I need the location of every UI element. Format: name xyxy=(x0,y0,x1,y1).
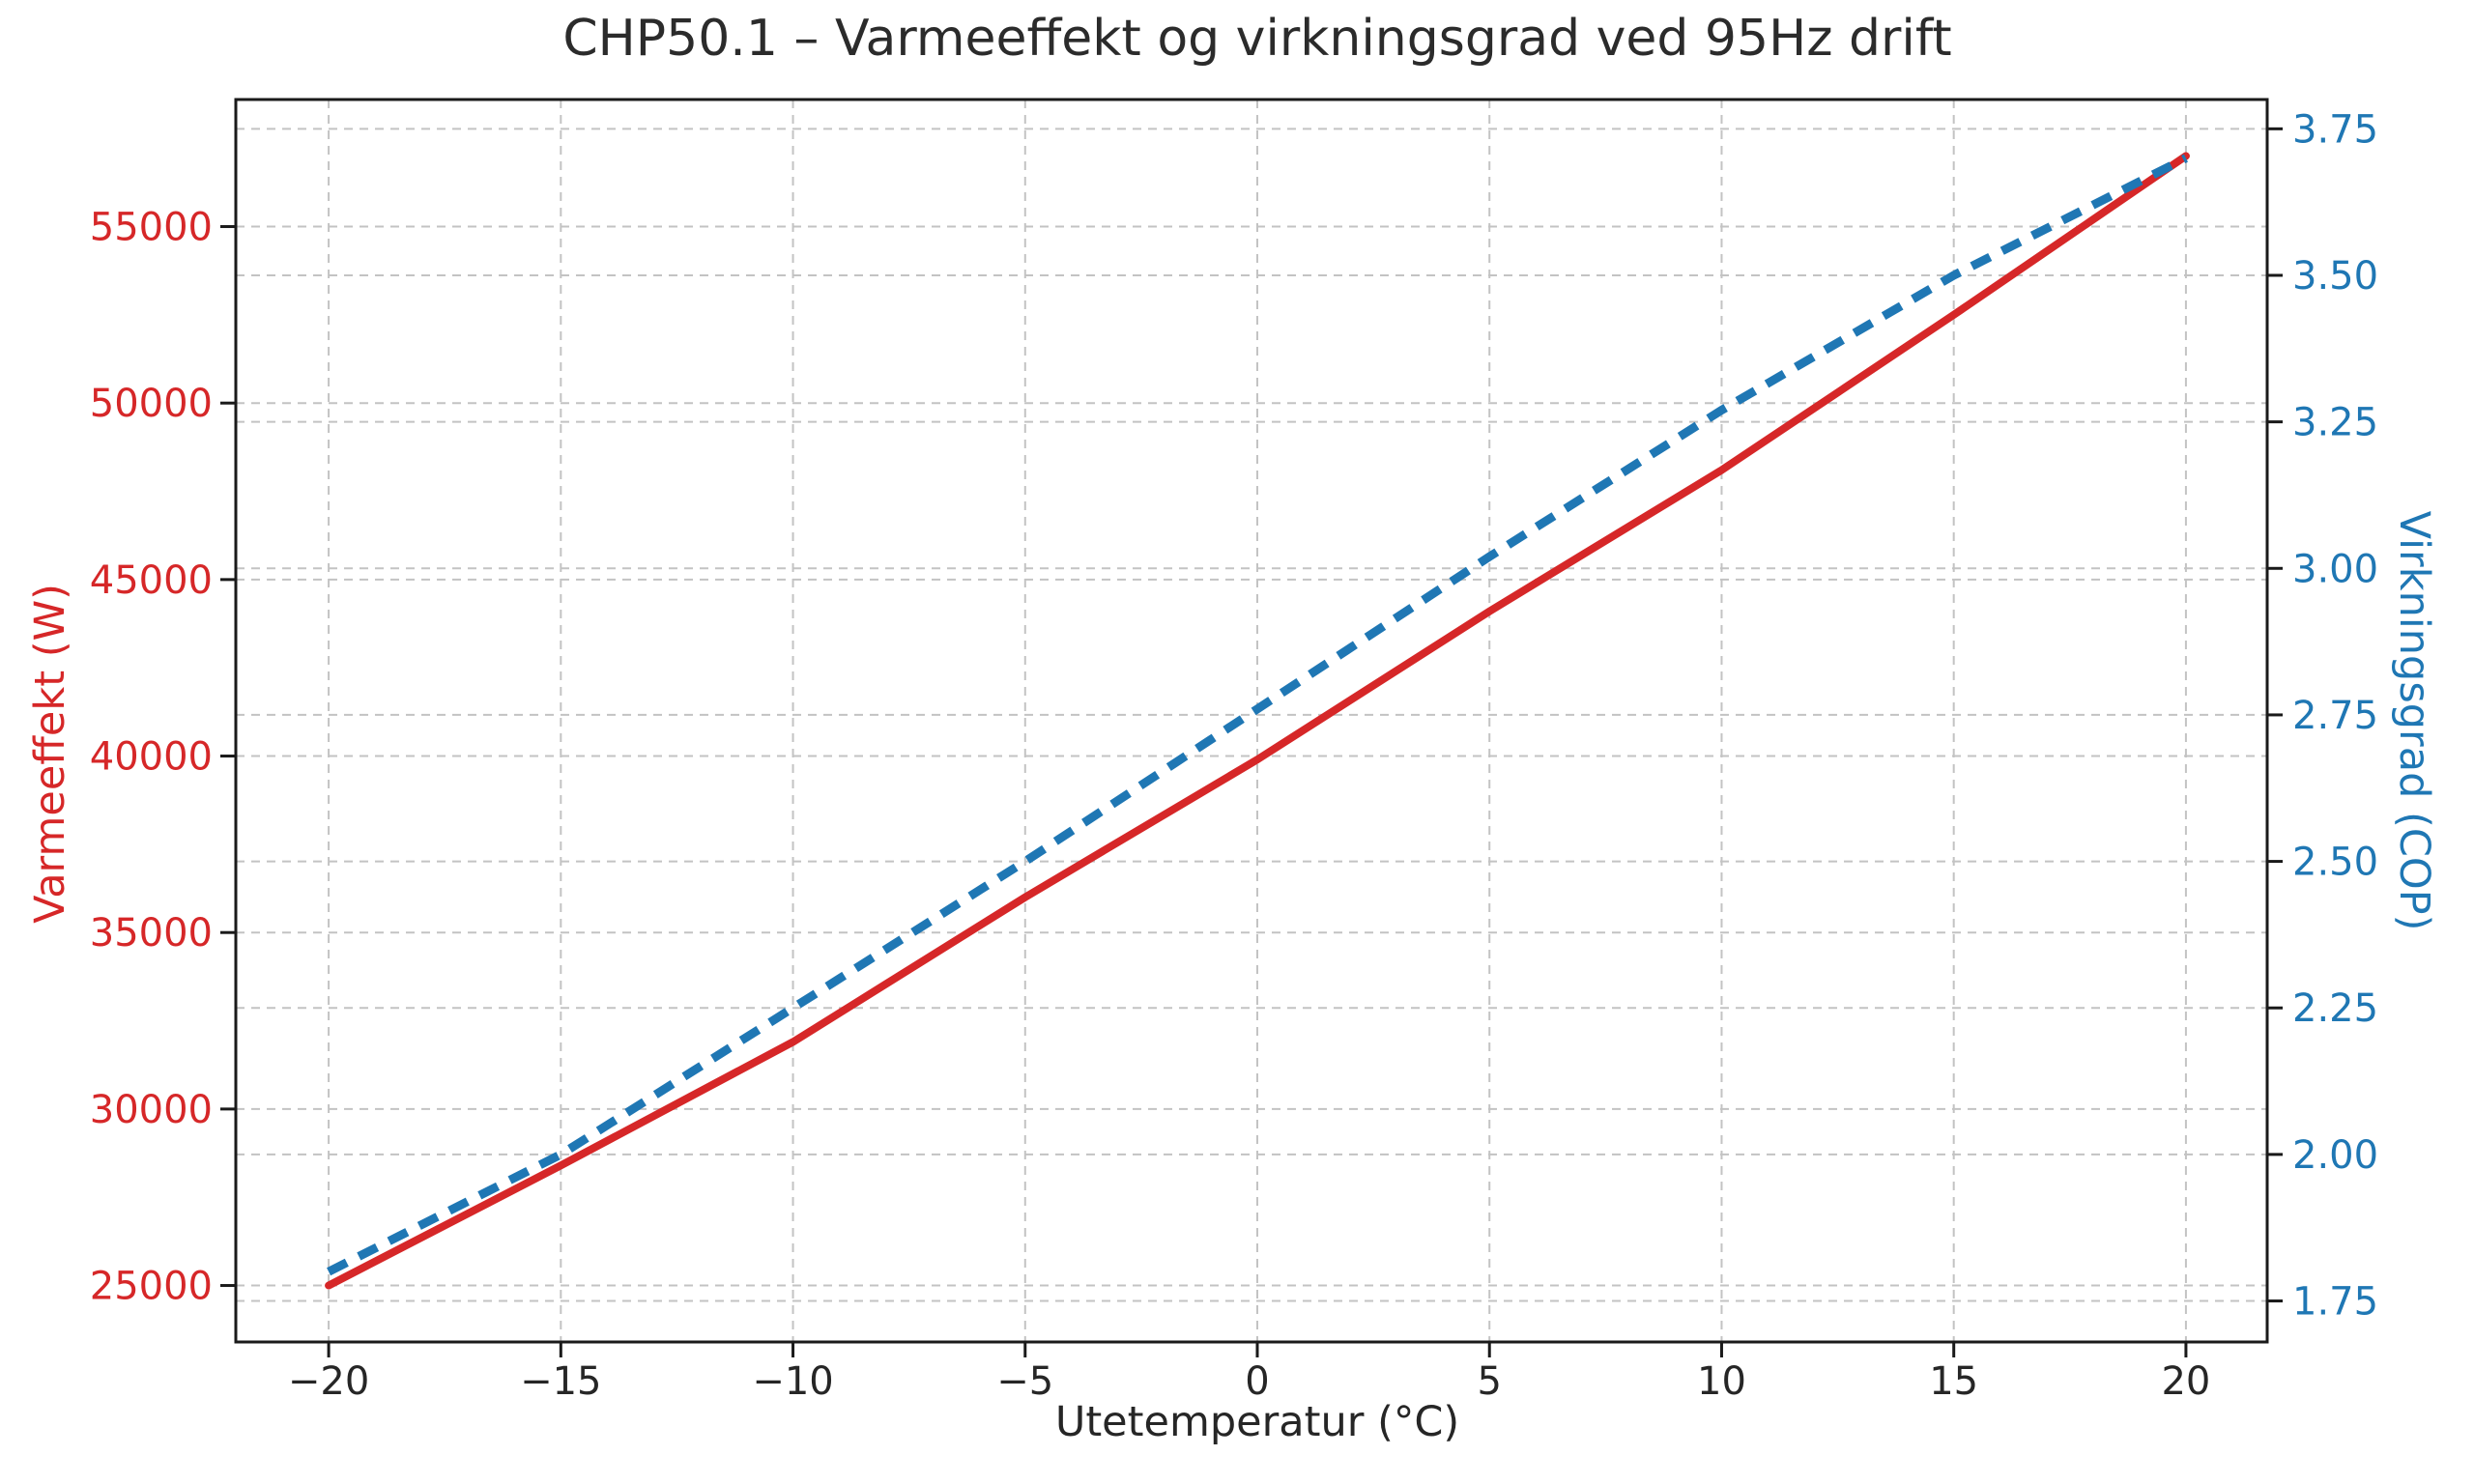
left-y-tick-label: 45000 xyxy=(90,558,213,603)
left-y-tick-label: 35000 xyxy=(90,911,213,956)
x-tick-label: −20 xyxy=(288,1359,369,1404)
x-tick-label: −5 xyxy=(996,1359,1053,1404)
right-y-tick-label: 1.75 xyxy=(2292,1280,2378,1325)
virkningsgrad-line xyxy=(327,154,2188,1276)
x-tick-label: −15 xyxy=(520,1359,601,1404)
right-y-tick-label: 3.25 xyxy=(2292,401,2378,445)
right-y-tick-label: 3.50 xyxy=(2292,254,2378,299)
right-y-tick-label: 3.75 xyxy=(2292,107,2378,152)
x-tick-label: 15 xyxy=(1929,1359,1978,1404)
right-y-tick-label: 2.25 xyxy=(2292,986,2378,1031)
x-tick-label: −10 xyxy=(752,1359,833,1404)
left-y-tick-label: 40000 xyxy=(90,735,213,780)
right-y-tick-label: 2.50 xyxy=(2292,841,2378,885)
left-y-tick-label: 55000 xyxy=(90,206,213,250)
right-y-tick-label: 2.00 xyxy=(2292,1133,2378,1178)
right-y-tick-label: 3.00 xyxy=(2292,547,2378,591)
left-y-tick-label: 30000 xyxy=(90,1088,213,1132)
x-tick-label: 10 xyxy=(1697,1359,1746,1404)
x-axis-label: Utetemperatur (°C) xyxy=(1054,1398,1460,1446)
left-y-tick-label: 50000 xyxy=(90,382,213,426)
left-y-tick-label: 25000 xyxy=(90,1265,213,1309)
x-tick-label: 5 xyxy=(1478,1359,1502,1404)
axes-spines xyxy=(234,98,2269,1344)
chart-title: CHP50.1 – Varmeeffekt og virkningsgrad v… xyxy=(562,10,1952,68)
right-y-tick-label: 2.75 xyxy=(2292,694,2378,738)
x-tick-label: 20 xyxy=(2161,1359,2210,1404)
varmeeffekt-line xyxy=(325,152,2190,1290)
x-tick-label: 0 xyxy=(1245,1359,1269,1404)
